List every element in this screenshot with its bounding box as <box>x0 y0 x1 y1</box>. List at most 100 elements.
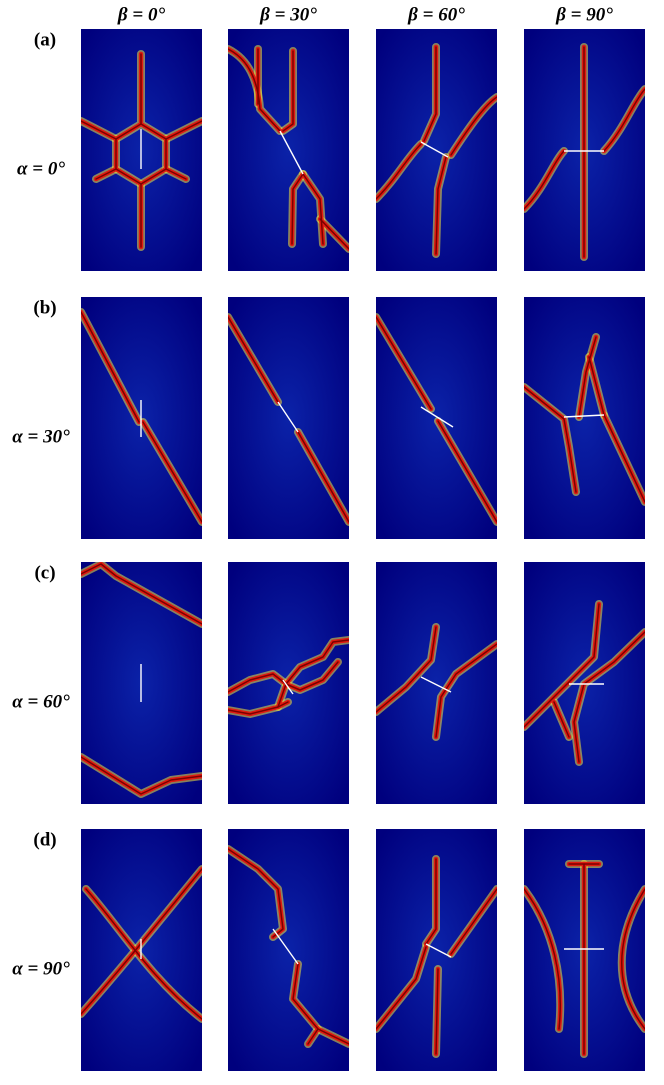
simulation-panel <box>228 29 349 271</box>
crack-path <box>425 858 437 945</box>
crack-path <box>603 414 645 503</box>
crack-path <box>319 218 349 250</box>
simulation-panel <box>376 29 497 271</box>
crack-path <box>437 420 497 523</box>
panel-background <box>376 562 497 804</box>
pre-crack <box>425 943 452 958</box>
pre-crack <box>420 676 452 693</box>
crack-group <box>81 50 202 251</box>
row-label: α = 0° <box>17 158 65 179</box>
simulation-panel <box>228 562 349 804</box>
crack-path <box>85 888 202 1020</box>
crack-group <box>524 600 645 766</box>
crack-path <box>435 643 497 738</box>
crack-group <box>228 313 349 526</box>
crack-path <box>524 888 561 1030</box>
crack-path <box>282 50 294 132</box>
crack-path <box>376 316 432 410</box>
crack-path <box>435 968 439 1055</box>
crack-path <box>376 143 422 200</box>
crack-group <box>81 865 202 1023</box>
simulation-panel <box>228 297 349 539</box>
crack-path <box>376 626 437 713</box>
crack-path <box>450 96 497 156</box>
row-label: α = 30° <box>12 426 70 447</box>
crack-group <box>376 43 497 258</box>
simulation-panel <box>81 829 202 1071</box>
crack-group <box>228 845 349 1048</box>
pre-crack <box>282 679 294 695</box>
crack-path <box>302 173 324 245</box>
crack-path <box>81 756 202 795</box>
crack-path <box>228 48 281 132</box>
crack-path <box>588 356 605 416</box>
crack-path <box>142 421 202 523</box>
column-header: β = 30° <box>259 4 317 25</box>
crack-path <box>115 53 167 185</box>
crack-path <box>603 88 645 152</box>
crack-group <box>81 308 202 526</box>
column-header: β = 60° <box>407 4 465 25</box>
crack-path <box>423 46 437 142</box>
crack-path <box>165 120 202 140</box>
crack-group <box>376 855 497 1058</box>
crack-path <box>578 336 597 418</box>
crack-path <box>81 563 202 625</box>
simulation-panel <box>376 829 497 1071</box>
crack-path <box>553 701 570 738</box>
crack-group <box>524 860 645 1058</box>
simulation-panel <box>376 297 497 539</box>
simulation-panel <box>228 829 349 1071</box>
crack-path <box>285 661 339 691</box>
crack-group <box>228 636 349 718</box>
crack-path <box>621 888 645 1030</box>
panel-background <box>524 297 645 539</box>
crack-group <box>524 43 645 261</box>
crack-path <box>81 311 140 423</box>
row-letter: (d) <box>33 829 56 850</box>
crack-group <box>228 45 349 253</box>
crack-path <box>81 120 117 140</box>
crack-group <box>376 313 497 526</box>
crack-path <box>165 168 187 180</box>
row-letter: (b) <box>33 297 56 318</box>
crack-path <box>228 316 279 403</box>
crack-path <box>376 946 427 1030</box>
crack-path <box>228 848 284 938</box>
crack-path <box>524 386 577 493</box>
crack-path <box>524 603 600 728</box>
crack-path <box>95 168 117 180</box>
column-header: β = 0° <box>117 4 166 25</box>
pre-crack <box>563 414 605 418</box>
crack-path <box>297 431 349 523</box>
crack-path <box>291 173 304 245</box>
simulation-panel <box>524 297 645 539</box>
crack-path <box>285 639 349 685</box>
row-letter: (a) <box>34 29 56 50</box>
crack-group <box>376 623 497 741</box>
pre-crack <box>277 401 299 433</box>
crack-group <box>81 562 202 798</box>
pre-crack <box>272 928 299 965</box>
column-header: β = 90° <box>555 4 613 25</box>
crack-path <box>292 963 349 1045</box>
crack-path <box>450 888 497 955</box>
simulation-panel <box>524 829 645 1071</box>
row-label: α = 60° <box>12 691 70 712</box>
pre-crack <box>279 130 304 175</box>
simulation-panel <box>524 29 645 271</box>
simulation-panel <box>81 297 202 539</box>
crack-path <box>307 1028 319 1045</box>
pre-crack <box>420 406 454 428</box>
simulation-panel <box>81 29 202 271</box>
crack-path <box>277 701 289 708</box>
simulation-panel <box>376 562 497 804</box>
simulation-panel <box>524 562 645 804</box>
row-label: α = 90° <box>12 958 70 979</box>
crack-path <box>524 150 565 210</box>
crack-group <box>524 333 645 506</box>
pre-crack <box>420 141 449 158</box>
row-letter: (c) <box>34 562 55 583</box>
crack-path <box>435 156 447 255</box>
